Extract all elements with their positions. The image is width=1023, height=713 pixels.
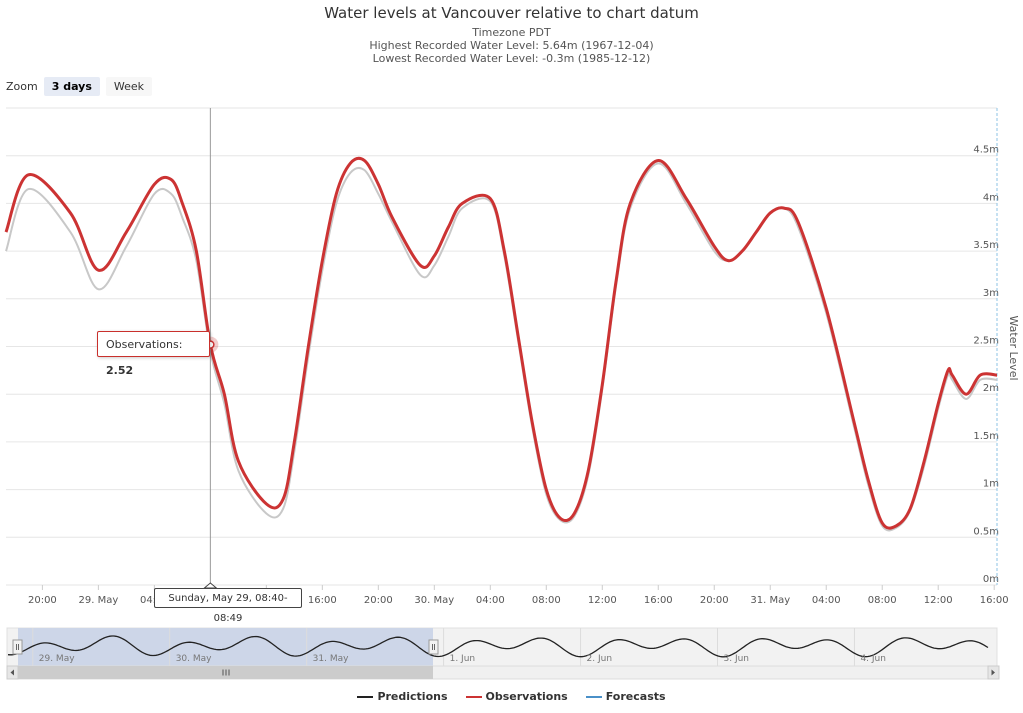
x-tick-label: 20:00	[364, 595, 393, 606]
y-tick-label: 3.5m	[973, 240, 999, 251]
x-tick-label: 29. May	[78, 595, 118, 606]
zoom-label: Zoom	[6, 80, 38, 93]
chart-title: Water levels at Vancouver relative to ch…	[324, 4, 699, 22]
x-tick-label: 20:00	[28, 595, 57, 606]
tooltip-series-name: Observations:	[106, 338, 183, 351]
navigator-left-handle[interactable]	[12, 639, 23, 655]
x-tick-label: 12:00	[588, 595, 617, 606]
lowest-level-label: Lowest Recorded Water Level: -0.3m (1985…	[372, 52, 651, 65]
tooltip-value: 2.52	[106, 364, 134, 377]
y-tick-label: 1.5m	[973, 431, 999, 442]
legend-observations-label: Observations	[485, 690, 568, 703]
x-axis-ticks: 20:00 29. May 04:00 08:00 12:00 16:00 20:00 30.…	[28, 585, 1009, 606]
x-tick-label: 08:00	[868, 595, 897, 606]
x-tick-label: 31. May	[750, 595, 790, 606]
y-tick-label: 2m	[983, 383, 999, 394]
y-axis-ticks: 0m 0.5m 1m 1.5m 2m 2.5m 3m 3.5m 4m 4.5m	[973, 145, 999, 585]
x-tick-label: 30. May	[414, 595, 454, 606]
navigator-date-label: 31. May	[313, 654, 349, 664]
y-tick-label: 4.5m	[973, 145, 999, 156]
y-tick-label: 4m	[983, 192, 999, 203]
legend-item-predictions[interactable]: Predictions	[357, 690, 448, 703]
y-tick-label: 3m	[983, 288, 999, 299]
legend-item-observations[interactable]: Observations	[465, 690, 568, 703]
navigator-date-label: 29. May	[39, 654, 75, 664]
legend-forecasts-label: Forecasts	[605, 690, 666, 703]
x-tick-label: 04:00	[812, 595, 841, 606]
scroll-right-arrow-icon	[991, 669, 995, 676]
navigator-selection[interactable]	[18, 628, 433, 666]
x-tick-label: 12:00	[924, 595, 953, 606]
legend-item-forecasts[interactable]: Forecasts	[585, 690, 666, 703]
navigator-grid	[32, 628, 855, 666]
x-tick-label: 20:00	[700, 595, 729, 606]
observations-line	[4, 156, 998, 530]
legend-predictions-swatch	[357, 695, 374, 698]
navigator-date-label: 1. Jun	[450, 654, 476, 664]
navigator-date-label: 3. Jun	[724, 654, 750, 664]
navigator-date-label: 4. Jun	[860, 654, 886, 664]
timezone-label: Timezone PDT	[472, 26, 551, 39]
x-tick-label: 16:00	[644, 595, 673, 606]
highest-level-label: Highest Recorded Water Level: 5.64m (196…	[369, 39, 654, 52]
x-tick-label: 08:00	[532, 595, 561, 606]
navigator-date-label: 2. Jun	[587, 654, 613, 664]
y-tick-label: 2.5m	[973, 336, 999, 347]
zoom-bar: Zoom 3 days Week	[6, 77, 158, 96]
navigator-right-handle[interactable]	[428, 639, 439, 655]
x-tick-label: 04:00	[476, 595, 505, 606]
y-tick-label: 0.5m	[973, 526, 999, 537]
y-tick-label: 0m	[983, 574, 999, 585]
legend-forecasts-swatch	[585, 695, 602, 698]
zoom-3days-button[interactable]: 3 days	[43, 77, 100, 96]
legend-observations-swatch	[465, 695, 482, 698]
navigator-labels: 29. May 30. May 31. May 1. Jun 2. Jun 3. Jun 4…	[39, 654, 886, 664]
legend-predictions-label: Predictions	[377, 690, 448, 703]
y-axis-label: Water Level	[1007, 315, 1020, 380]
navigator-series-line	[7, 635, 989, 658]
x-tick-label: 16:00	[980, 595, 1009, 606]
legend: Predictions Observations Forecasts	[0, 690, 1023, 703]
navigator-date-label: 30. May	[176, 654, 212, 664]
observation-tooltip: Observations: 2.52	[97, 331, 210, 377]
time-tooltip: Sunday, May 29, 08:40-08:49	[154, 588, 302, 624]
zoom-week-button[interactable]: Week	[105, 77, 153, 96]
scroll-left-arrow-icon	[10, 669, 14, 676]
y-tick-label: 1m	[983, 479, 999, 490]
x-tick-label: 16:00	[308, 595, 337, 606]
